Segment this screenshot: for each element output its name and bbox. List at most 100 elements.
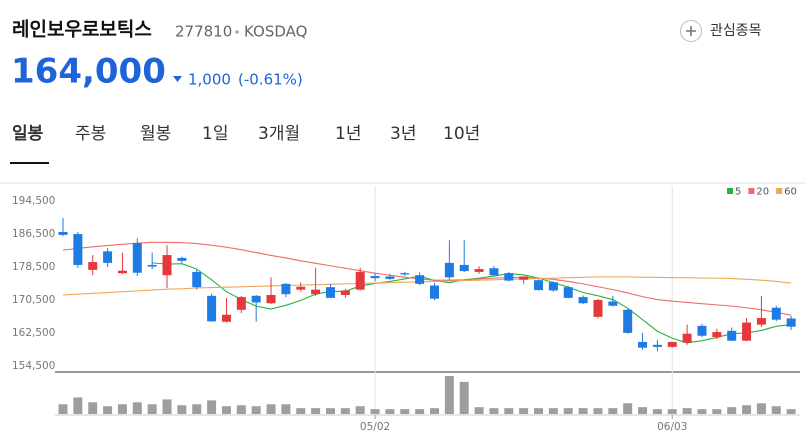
y-tick-label: 194,500 (12, 195, 55, 207)
volume-bar (593, 408, 603, 414)
legend-label: 20 (756, 187, 769, 198)
legend-swatch (727, 188, 733, 194)
volume-bar (712, 409, 722, 414)
volume-bar (281, 404, 291, 414)
volume-bar (192, 404, 202, 414)
period-tab[interactable]: 일봉 (12, 124, 44, 144)
volume-bar (638, 407, 648, 414)
candle-body (578, 297, 588, 304)
y-tick-label: 170,500 (12, 294, 55, 306)
candle-body (400, 273, 410, 275)
volume-bar (325, 408, 335, 414)
volume-bar (296, 408, 306, 414)
volume-bar (548, 408, 558, 414)
watch-button[interactable]: 관심종목 (680, 20, 762, 42)
volume-bar (504, 408, 514, 414)
y-tick-label: 186,500 (12, 228, 55, 240)
period-tab[interactable]: 3개월 (258, 124, 300, 144)
volume-bar (682, 408, 692, 414)
candle-body (593, 299, 603, 317)
volume-bar (519, 408, 529, 414)
volume-bar (652, 409, 662, 414)
period-tab[interactable]: 10년 (443, 124, 480, 144)
candle-body (281, 283, 291, 295)
legend-swatch (776, 188, 783, 194)
candle-body (88, 262, 98, 270)
candle-body (667, 341, 677, 347)
x-tick-label: 05/02 (360, 421, 390, 433)
candle-body (771, 307, 781, 320)
volume-bar (162, 399, 172, 414)
candle-body (608, 301, 618, 306)
moving-average-line (62, 276, 792, 296)
volume-bar (400, 409, 410, 414)
candle-body (266, 295, 276, 304)
volume-bar (236, 405, 246, 414)
volume-bar (147, 404, 157, 414)
tab-underline (10, 162, 49, 164)
candle-body (786, 318, 796, 327)
volume-bar (132, 402, 142, 414)
candle-body (563, 287, 573, 298)
volume-bar (311, 408, 321, 414)
candle-body (58, 232, 68, 235)
volume-bar (117, 404, 127, 414)
candle-body (430, 285, 439, 299)
period-tab[interactable]: 1년 (335, 124, 361, 144)
candle-body (697, 325, 707, 336)
volume-bar (459, 381, 469, 414)
candle-body (370, 276, 380, 279)
candle-body (355, 271, 365, 290)
period-tab[interactable]: 월봉 (140, 124, 171, 144)
candle-body (548, 282, 558, 291)
candle-body (682, 333, 692, 343)
period-tab[interactable]: 3년 (390, 124, 416, 144)
candle-body (638, 341, 648, 348)
volume-bar (370, 409, 380, 414)
volume-bar (177, 405, 187, 414)
volume-bar (251, 406, 261, 414)
volume-bar (742, 405, 752, 414)
volume-bar (623, 403, 633, 414)
stock-market: KOSDAQ (244, 23, 307, 41)
moving-average-line (62, 241, 792, 316)
price-change-rate: (-0.61%) (238, 71, 303, 89)
volume-bar (697, 409, 707, 414)
period-tab[interactable]: 1일 (202, 124, 228, 144)
candle-body (742, 322, 752, 341)
candle-body (147, 264, 157, 267)
candle-body (504, 273, 514, 281)
candle-body (415, 275, 425, 284)
x-tick-label: 06/03 (657, 421, 687, 433)
price-change: 1,000 (188, 71, 231, 89)
volume-bar (207, 400, 217, 414)
volume-bar (73, 397, 83, 414)
candle-body (132, 243, 142, 273)
watch-plus (686, 26, 696, 36)
candle-body (534, 280, 544, 291)
candle-body (459, 264, 469, 272)
volume-bar (786, 409, 796, 414)
candle-body (712, 332, 722, 337)
candle-body (192, 271, 202, 288)
candle-body (117, 270, 127, 274)
period-tab[interactable]: 주봉 (75, 124, 106, 144)
price: 164,000 (11, 52, 166, 92)
separator-dot (235, 30, 239, 34)
down-arrow (173, 76, 182, 82)
candle-body (444, 262, 454, 278)
candle-body (756, 318, 766, 325)
candle-body (207, 295, 217, 322)
volume-bar (489, 408, 499, 414)
volume-bar (771, 406, 781, 414)
chart: 194,500 186,500 178,500 170,500 162,500 154,5… (0, 182, 806, 433)
candle-body (325, 287, 335, 298)
legend-label: 60 (784, 187, 797, 198)
candle-body (236, 297, 246, 310)
volume-bar (415, 409, 425, 414)
candle-body (177, 257, 187, 261)
candle-body (296, 286, 306, 290)
volume-bar (727, 407, 737, 414)
candle-body (162, 255, 172, 276)
candle-body (311, 289, 321, 295)
